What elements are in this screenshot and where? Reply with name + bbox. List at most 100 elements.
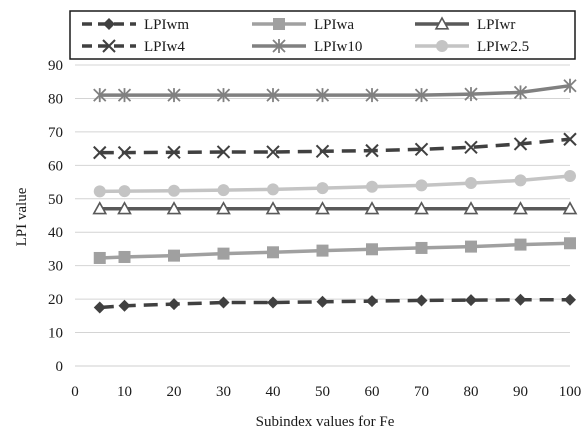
circle-marker [118,185,131,198]
x-marker [315,144,330,158]
legend-label: LPIwm [144,17,189,33]
diamond-marker [316,295,329,308]
x-marker [563,132,577,146]
star-marker [464,87,478,102]
star-marker [414,88,429,103]
circle-marker [316,182,329,195]
star-marker [272,39,286,53]
y-tick-label: 40 [48,225,63,241]
triangle-marker [364,201,380,215]
star-marker [117,88,132,103]
series-line [99,137,571,155]
triangle-marker [463,201,479,215]
square-marker [267,246,279,259]
y-tick-label: 60 [48,158,63,174]
y-tick-label: 30 [48,259,63,275]
series-lines [92,78,578,314]
triangle-marker [562,201,578,215]
legend-item: LPIwa [252,17,354,33]
circle-marker [366,180,378,193]
triangle-marker [265,201,281,215]
x-marker [266,145,280,159]
x-marker [513,137,528,151]
x-marker [102,39,116,53]
legend-label: LPIwr [477,17,515,33]
circle-marker [436,40,448,52]
y-tick-label: 90 [48,58,63,74]
series-LPIwm [93,293,576,314]
y-tick-label: 0 [56,359,64,375]
circle-marker [217,184,230,197]
diamond-marker [168,298,180,311]
x-marker [464,140,478,154]
y-tick-label: 10 [48,326,63,342]
x-marker [167,145,181,159]
y-tick-label: 70 [48,125,63,141]
axes: 0 10 20 30 40 50 60 70 80 90 0 10 20 30 40 50 60 70 80 90 10… [48,58,581,400]
square-marker [273,18,285,30]
triangle-marker [92,201,108,215]
star-marker [513,85,528,100]
triangle-marker [414,201,429,215]
square-marker [168,249,180,262]
diamond-marker [465,294,477,307]
circle-marker [168,184,180,197]
square-marker [93,251,106,264]
legend-label: LPIw2.5 [477,39,529,55]
diamond-marker [118,299,131,312]
legend-item: LPIw4 [82,39,185,55]
series-LPIw10 [93,78,577,103]
x-marker [117,145,132,160]
legend-box [69,10,576,60]
x-tick-label: 10 [117,384,132,400]
star-marker [167,88,181,103]
gridlines [75,64,570,334]
x-tick-label: 50 [315,384,330,400]
triangle-marker [216,201,231,215]
star-marker [563,78,577,93]
x-tick-label: 60 [365,384,380,400]
x-tick-label: 40 [266,384,281,400]
triangle-marker [315,201,330,215]
star-marker [365,88,379,103]
circle-marker [514,174,527,187]
series-LPIw2.5 [93,170,576,198]
x-marker [216,145,231,159]
series-LPIwa [93,237,576,264]
x-marker [93,145,107,160]
x-marker [365,143,379,158]
triangle-marker [117,201,132,215]
x-tick-label: 70 [414,384,429,400]
legend: LPIwm LPIwa LPIwr LPIw4 LPIw10 LPIw2.5 [69,10,576,60]
square-marker [465,240,477,253]
diamond-marker [415,294,428,307]
star-marker [266,88,280,103]
x-tick-label: 0 [71,384,79,400]
legend-label: LPIw4 [144,39,185,55]
legend-item: LPIw2.5 [415,39,529,55]
y-axis-title: LPI value [14,187,30,246]
x-tick-label: 30 [216,384,231,400]
circle-marker [564,170,576,183]
x-tick-label: 90 [513,384,528,400]
diamond-marker [267,296,279,309]
circle-marker [267,183,279,196]
star-marker [216,88,231,103]
x-axis-title: Subindex values for Fe [256,414,395,430]
star-marker [315,88,330,103]
legend-item: LPIwr [415,16,515,33]
x-tick-label: 20 [167,384,182,400]
legend-label: LPIwa [314,17,354,33]
star-marker [93,88,107,103]
square-marker [415,241,428,254]
legend-item: LPIwm [82,17,189,33]
square-marker [316,244,329,257]
x-marker [414,142,429,156]
diamond-marker [103,18,115,30]
y-tick-label: 20 [48,292,63,308]
triangle-marker [434,16,450,30]
series-LPIw4 [93,132,577,160]
x-tick-label: 100 [559,384,582,400]
square-marker [366,243,378,256]
